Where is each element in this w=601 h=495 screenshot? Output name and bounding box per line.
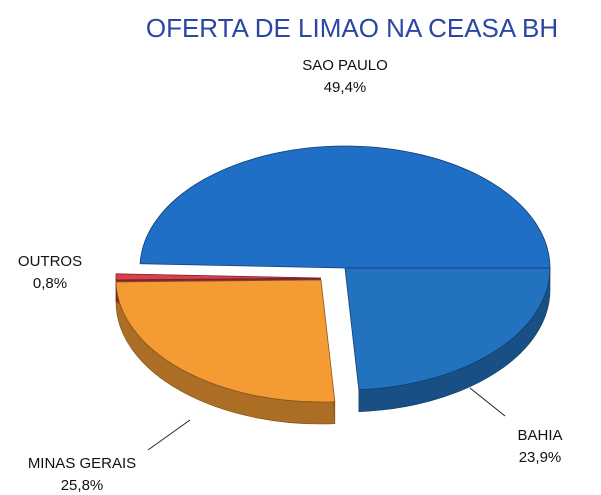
slice [115,273,322,281]
chart-title: OFERTA DE LIMAO NA CEASA BH [146,13,558,43]
slice-label: SAO PAULO [302,57,388,74]
slice-label: MINAS GERAIS [28,455,136,472]
slice [344,267,551,391]
value-label: 49,4% [324,79,367,96]
slice-label: BAHIA [517,427,562,444]
value-label: 0,8% [33,275,67,292]
value-label: 25,8% [61,477,104,494]
slice [115,279,336,403]
slice [139,145,551,269]
leader-line [469,387,506,417]
slice-label: OUTROS [18,253,82,270]
leader-line [147,419,191,451]
value-label: 23,9% [519,449,562,466]
